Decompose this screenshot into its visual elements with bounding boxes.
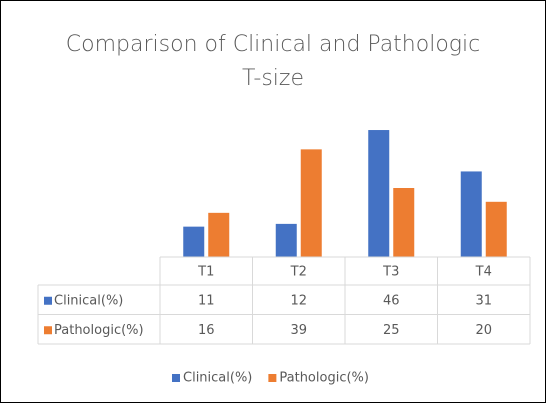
legend-label: Clinical(%) — [183, 371, 252, 386]
legend-key — [268, 374, 277, 382]
bar — [183, 226, 205, 257]
chart-title: Comparison of Clinical and Pathologic T-… — [65, 32, 481, 91]
x-tick-label: T1 — [197, 265, 214, 280]
bar — [393, 188, 415, 257]
x-tick-label: T3 — [382, 265, 399, 280]
bar — [460, 171, 482, 257]
x-tick-label: T4 — [475, 265, 492, 280]
legend-label: Pathologic(%) — [279, 371, 369, 386]
x-tick-label: T2 — [290, 265, 307, 280]
table-value: 46 — [383, 293, 400, 308]
row-label: Clinical(%) — [54, 293, 123, 308]
table-value: 11 — [198, 293, 215, 308]
row-label: Pathologic(%) — [54, 323, 144, 338]
bar — [485, 201, 507, 257]
legend-key — [44, 296, 52, 305]
table-value: 25 — [383, 323, 400, 338]
bar — [300, 149, 322, 257]
table-value: 39 — [290, 323, 307, 338]
table-value: 20 — [475, 323, 492, 338]
legend-key — [172, 374, 180, 382]
bar — [368, 130, 390, 257]
table-value: 31 — [475, 293, 492, 308]
bar — [275, 223, 297, 257]
bar — [208, 212, 230, 257]
legend-key — [44, 326, 52, 335]
table-value: 12 — [290, 293, 307, 308]
table-value: 16 — [198, 323, 215, 338]
